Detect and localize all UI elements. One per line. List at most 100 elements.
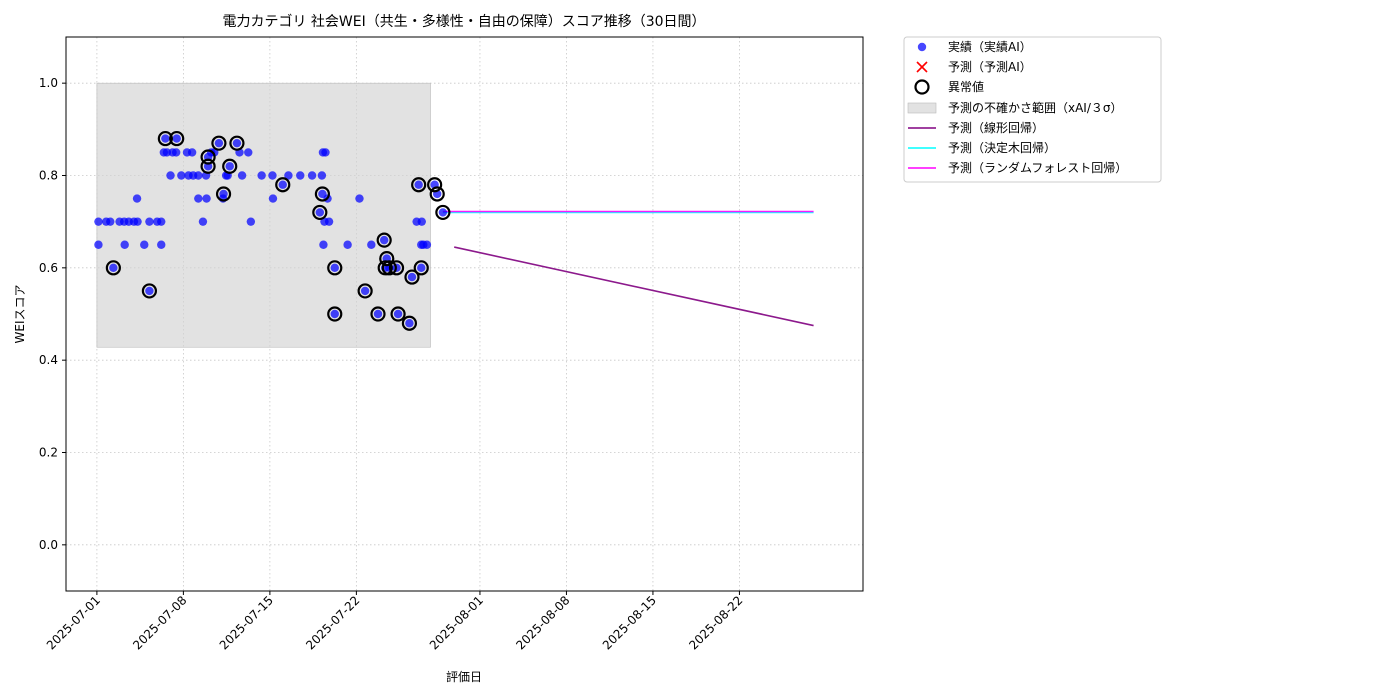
actual-point [330, 263, 339, 273]
legend-entry: 異常値 [914, 79, 984, 95]
actual-point [198, 217, 208, 226]
anomaly-marker [413, 260, 429, 276]
actual-point [145, 286, 154, 296]
actual-point [94, 217, 103, 226]
actual-point [172, 134, 181, 143]
actual-point [225, 162, 234, 171]
anomaly-marker [401, 315, 418, 331]
anomaly-marker [275, 177, 291, 193]
legend-label: 実績（実績AI） [948, 39, 1032, 54]
legend-symbol-anomaly [914, 79, 930, 95]
actual-point [109, 263, 118, 273]
x-tick-label: 2025-08-22 [686, 593, 745, 652]
legend-symbol-actual [917, 42, 927, 52]
y-tick-label: 0.6 [39, 261, 58, 275]
legend-symbol-band [907, 102, 937, 114]
actual-point [202, 194, 211, 203]
actual-point [120, 240, 129, 249]
anomaly-marker [200, 149, 216, 165]
anomaly-marker [376, 232, 392, 248]
anomaly-marker [222, 158, 238, 174]
y-tick-label: 0.2 [39, 446, 58, 460]
actual-point [145, 217, 154, 226]
y-tick-label: 0.8 [39, 169, 58, 183]
actual-point [330, 309, 339, 319]
anomaly-marker [381, 260, 397, 276]
x-axis-ticks: 2025-07-01 2025-07-08 2025-07-15 2025-07-22… [44, 591, 746, 652]
actual-point [315, 208, 325, 217]
x-tick-label: 2025-07-01 [44, 593, 103, 652]
actual-point [194, 171, 203, 180]
y-tick-label: 0.0 [39, 538, 58, 552]
uncertainty-band-layer [96, 82, 431, 348]
anomaly-marker [141, 283, 158, 299]
actual-point [132, 194, 142, 203]
y-tick-label: 0.4 [39, 353, 58, 367]
anomaly-marker [390, 306, 406, 322]
legend-label: 予測（決定木回帰） [948, 140, 1056, 155]
actual-point [343, 240, 352, 249]
actual-point [405, 319, 414, 328]
legend-entry: 予測（予測AI） [916, 60, 1032, 74]
actual-point [407, 272, 417, 282]
actual-point [417, 263, 426, 273]
forecast-lines-layer [442, 210, 814, 327]
actual-point [355, 194, 364, 203]
actual-point [237, 171, 247, 180]
actual-point [324, 217, 334, 226]
actual-point [106, 217, 115, 226]
actual-point [171, 148, 181, 157]
anomaly-marker [327, 260, 343, 276]
anomaly-marker [215, 186, 232, 202]
x-tick-label: 2025-08-08 [513, 593, 572, 652]
legend-box [903, 36, 1162, 183]
anomaly-marker [327, 306, 343, 322]
chart-title: 電力カテゴリ 社会WEI（共生・多様性・自由の保障）スコア推移（30日間） [222, 13, 705, 30]
actual-point [157, 217, 166, 226]
actual-point [177, 171, 186, 180]
anomaly-marker [370, 306, 386, 322]
x-tick-label: 2025-07-15 [217, 593, 276, 652]
actual-point [412, 217, 421, 226]
actual-point [257, 171, 266, 180]
anomaly-marker [427, 177, 443, 193]
actual-point [232, 138, 242, 148]
actual-point [307, 171, 317, 180]
legend-label: 予測（ランダムフォレスト回帰） [948, 160, 1127, 175]
actual-point [166, 171, 175, 180]
actual-point [367, 240, 376, 249]
anomaly-marker [388, 260, 405, 276]
actual-point [321, 148, 330, 157]
legend-label: 予測（予測AI） [948, 60, 1032, 74]
actual-point [373, 309, 383, 319]
actual-point [379, 235, 389, 245]
actual-point [278, 180, 287, 189]
legend-label: 予測（線形回帰） [948, 120, 1044, 135]
legend-symbol-forecast-b [916, 61, 928, 73]
legend-entry: 予測（決定木回帰） [908, 140, 1056, 155]
actual-point [194, 194, 203, 203]
anomaly-marker [429, 186, 445, 202]
actual-point [296, 171, 305, 180]
actual-point [246, 217, 256, 226]
anomaly-marker [169, 130, 185, 147]
x-tick-label: 2025-08-15 [600, 593, 659, 652]
anomaly-marker [404, 269, 420, 285]
anomaly-marker [157, 130, 173, 147]
x-axis-label: 評価日 [446, 669, 482, 684]
actual-point [268, 171, 277, 180]
actual-point [422, 240, 432, 249]
legend-entry: 予測の不確かさ範囲（xAI/３σ） [907, 100, 1123, 115]
anomaly-marker [229, 135, 245, 151]
legend-entry: 実績（実績AI） [917, 39, 1032, 54]
uncertainty-band [96, 82, 431, 348]
y-tick-label: 1.0 [39, 76, 58, 90]
anomaly-marker [379, 251, 395, 267]
legend-entry: 予測（線形回帰） [908, 120, 1044, 135]
x-tick-label: 2025-07-08 [130, 593, 189, 652]
actual-point [317, 171, 327, 180]
actual-point [438, 208, 448, 217]
